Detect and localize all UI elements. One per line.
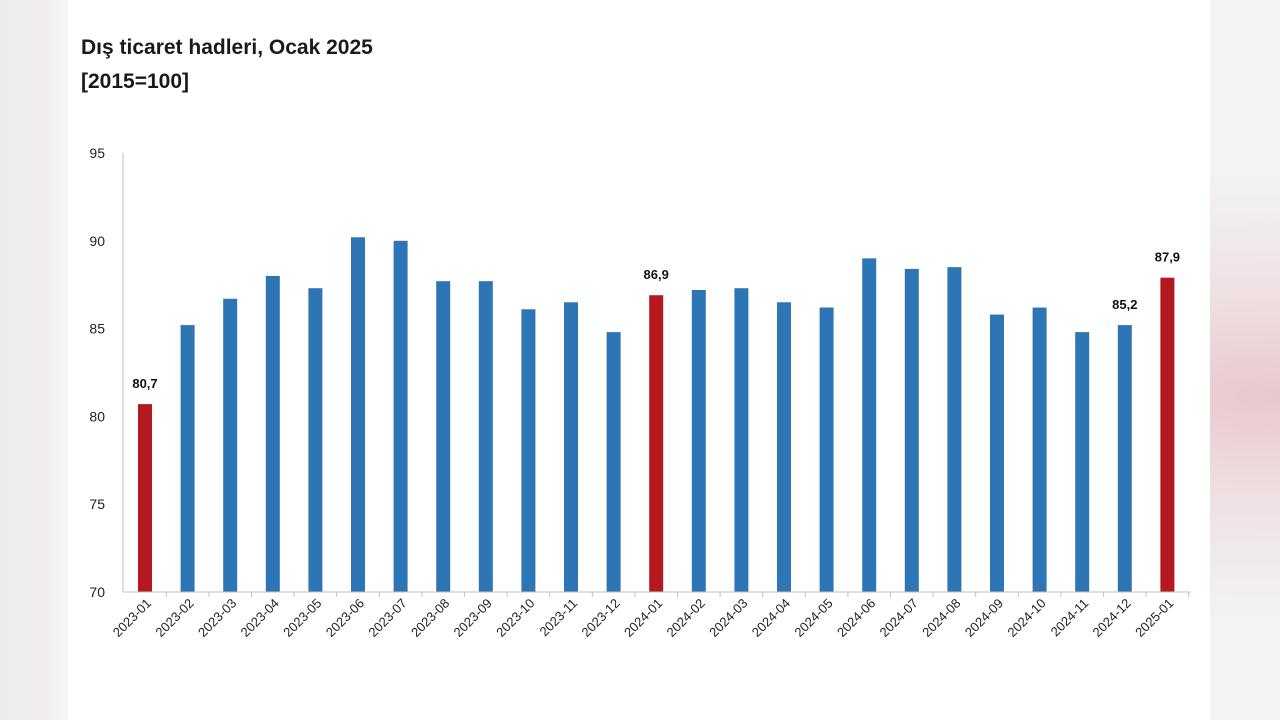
bar-2023-11 [564,302,578,592]
x-tick-label: 2023-07 [365,596,409,640]
bars [138,237,1175,593]
chart-subtitle: [2015=100] [81,70,190,93]
data-label-2023-01: 80,7 [132,376,157,391]
bar-2023-07 [393,240,408,593]
y-axis: 70 75 80 85 90 95 [89,145,124,600]
data-label-2024-01: 86,9 [644,267,669,282]
bar-2023-03 [223,298,238,592]
y-tick-label: 80 [89,408,105,424]
x-tick-label: 2025-01 [1132,596,1176,640]
bar-2024-03 [734,288,749,592]
x-tick-label: 2024-04 [749,596,793,640]
y-tick-label: 75 [89,496,105,512]
bar-2024-05 [819,307,834,592]
x-tick-label: 2024-08 [919,596,963,640]
x-axis: 2023-012023-022023-032023-042023-052023-… [110,591,1191,640]
bar-2025-01 [1160,277,1175,592]
data-label-2024-12: 85,2 [1112,297,1137,312]
x-tick-label: 2024-09 [962,596,1006,640]
bar-2024-06 [862,258,877,592]
x-tick-label: 2024-10 [1004,596,1048,640]
x-tick-label: 2024-07 [877,596,921,640]
left-background [0,0,70,720]
x-tick-label: 2024-06 [834,596,878,640]
x-tick-label: 2023-09 [451,596,495,640]
bar-2024-04 [777,302,791,592]
chart-title: Dış ticaret hadleri, Ocak 2025 [81,36,373,59]
bar-2023-08 [436,281,451,592]
x-tick-label: 2023-12 [578,596,622,640]
bar-2023-05 [308,288,323,592]
x-tick-label: 2023-05 [280,596,324,640]
bar-2024-07 [904,268,919,592]
bar-2023-04 [265,275,280,592]
y-tick-label: 90 [89,233,105,249]
x-tick-label: 2023-03 [195,596,239,640]
x-tick-label: 2024-02 [664,596,708,640]
chart-card [68,0,1210,720]
bar-2024-08 [947,267,962,592]
bar-2024-10 [1032,307,1047,592]
x-tick-label: 2023-04 [238,596,282,640]
x-tick-label: 2024-05 [791,596,835,640]
data-labels: 80,7 86,9 85,2 87,9 [132,250,1180,391]
bar-2023-02 [180,325,195,592]
bar-2023-09 [478,281,493,592]
x-tick-label: 2023-10 [493,596,537,640]
y-tick-label: 85 [89,321,105,337]
bar-2023-01 [138,404,152,592]
x-tick-label: 2023-02 [152,596,196,640]
x-tick-label: 2024-01 [621,596,665,640]
y-tick-label: 95 [89,145,105,161]
x-tick-label: 2024-11 [1048,596,1092,640]
bar-2023-12 [606,332,621,592]
x-tick-label: 2023-01 [110,596,154,640]
bar-2024-02 [691,289,706,592]
x-tick-label: 2023-06 [323,596,367,640]
bar-2023-10 [521,309,536,592]
bar-2024-12 [1117,325,1132,592]
x-tick-label: 2024-03 [706,596,750,640]
x-tick-label: 2023-11 [536,596,580,640]
bar-2024-11 [1075,332,1090,592]
data-label-2025-01: 87,9 [1155,250,1180,265]
bar-2023-06 [351,237,365,592]
x-tick-label: 2023-08 [408,596,452,640]
x-tick-label: 2024-12 [1090,596,1134,640]
y-tick-label: 70 [89,584,105,600]
bar-2024-09 [990,314,1004,592]
bar-2024-01 [649,295,664,592]
